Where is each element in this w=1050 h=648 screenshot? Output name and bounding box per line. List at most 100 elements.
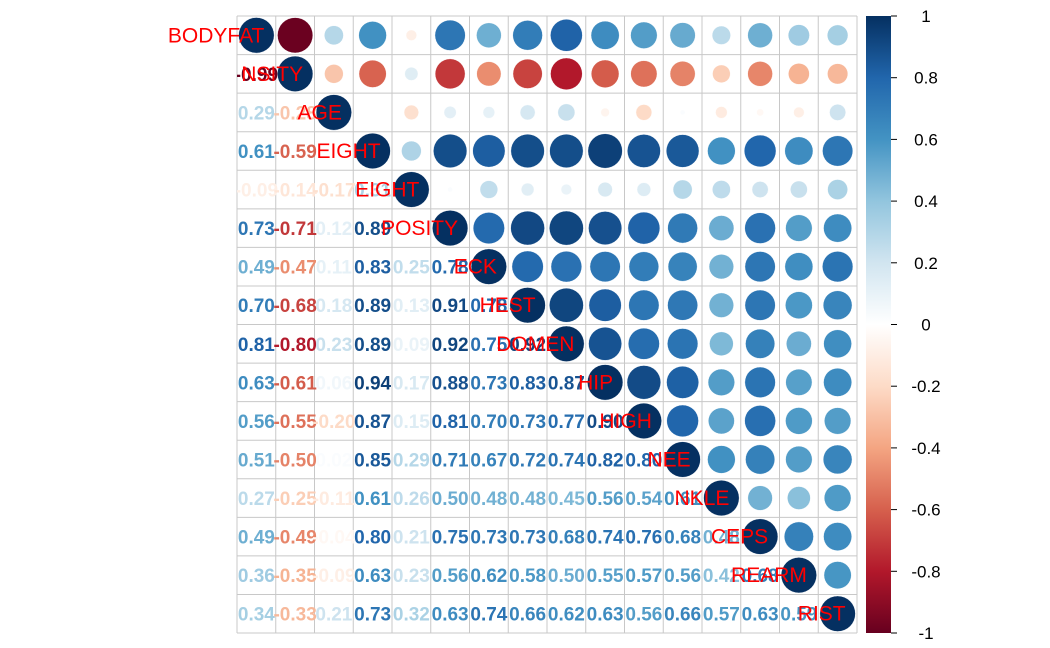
corr-circle xyxy=(588,211,623,245)
diag-label: HEST xyxy=(480,294,536,317)
corr-value-label: 0.25 xyxy=(393,258,430,279)
corr-value-label: 0.54 xyxy=(625,489,662,510)
diag-label: ECK xyxy=(454,256,497,279)
corr-circle xyxy=(785,214,813,242)
corr-value-label: 0.68 xyxy=(548,528,585,549)
corr-value-label: 0.18 xyxy=(315,296,352,317)
corr-value-label: -0.25 xyxy=(273,489,317,510)
corr-circle xyxy=(324,25,344,46)
corr-value-label: 0.70 xyxy=(470,412,507,433)
corr-circle xyxy=(549,133,584,168)
corr-value-label: 0.23 xyxy=(393,566,430,587)
corr-circle xyxy=(745,444,775,475)
colorbar-tick-label: -0.6 xyxy=(911,501,940,520)
diag-label: CEPS xyxy=(711,526,768,549)
corr-circle xyxy=(664,441,701,478)
corr-circle xyxy=(667,212,698,244)
corr-circle xyxy=(751,181,769,198)
corr-circle xyxy=(822,135,854,167)
corr-circle xyxy=(790,180,808,199)
corr-value-label: 0.66 xyxy=(664,605,701,626)
corr-value-label: 0.92 xyxy=(432,335,469,356)
corr-circle xyxy=(785,291,813,319)
corr-value-label: 0.75 xyxy=(470,335,507,356)
corr-circle xyxy=(628,251,659,282)
corr-circle xyxy=(587,364,624,401)
corr-value-label: 0.59 xyxy=(780,605,817,626)
corr-value-label: 0.17 xyxy=(393,373,430,394)
corr-circle xyxy=(669,22,696,49)
corr-value-label: 0.21 xyxy=(393,528,430,549)
corr-circle xyxy=(482,106,495,119)
corr-circle xyxy=(824,484,852,512)
color-legend: 1 0.8 0.6 0.4 0.2 0 -0.2 -0.4 -0.6 -0.8 -1 xyxy=(866,7,941,643)
corr-circle xyxy=(512,20,543,51)
corr-circle xyxy=(747,61,773,87)
corr-circle xyxy=(785,445,813,473)
corr-value-label: 0.06 xyxy=(315,373,352,394)
colorbar-gradient xyxy=(866,16,891,633)
corr-circle xyxy=(744,134,777,168)
corr-value-label: 0.29 xyxy=(238,103,275,124)
corr-value-label: 0.56 xyxy=(238,412,275,433)
corr-circle xyxy=(587,133,623,169)
corr-circle xyxy=(472,134,506,168)
corr-circle xyxy=(822,444,853,475)
corr-value-label: 0.58 xyxy=(509,566,546,587)
corr-circle xyxy=(822,290,853,320)
corr-circle xyxy=(669,61,696,87)
corr-circle xyxy=(793,106,805,118)
corr-circle xyxy=(628,289,660,321)
corr-value-label: 0.15 xyxy=(393,412,430,433)
corr-value-label: 0.94 xyxy=(354,373,391,394)
corr-value-label: 0.74 xyxy=(587,528,624,549)
corr-circle xyxy=(588,288,622,322)
diag-label: AGE xyxy=(298,101,342,124)
corr-circle xyxy=(667,289,698,321)
corr-value-label: 0.78 xyxy=(470,296,507,317)
corr-circle xyxy=(745,328,775,359)
corr-circle xyxy=(476,61,502,87)
corr-circle xyxy=(277,17,314,54)
corr-circle xyxy=(588,326,622,361)
corr-value-label: 0.89 xyxy=(354,335,391,356)
corr-value-label: -0.47 xyxy=(273,258,316,279)
corr-circle xyxy=(324,64,344,84)
corr-circle xyxy=(238,17,275,54)
corr-value-label: -0.33 xyxy=(273,605,316,626)
corr-circle xyxy=(550,57,583,90)
corr-circle xyxy=(785,368,813,396)
corr-value-label: 0.56 xyxy=(625,605,662,626)
corr-circle xyxy=(829,104,846,121)
corr-value-label: -0.59 xyxy=(273,142,316,163)
corr-circle xyxy=(597,181,613,198)
corr-circle xyxy=(823,329,852,358)
corr-circle xyxy=(470,248,507,285)
corr-circle xyxy=(600,107,610,117)
corr-circle xyxy=(521,182,535,197)
corr-circle xyxy=(708,215,735,241)
corr-value-label: 0.55 xyxy=(587,566,624,587)
corr-value-label: 0.13 xyxy=(393,296,430,317)
colorbar-tick-label: 0.6 xyxy=(914,130,938,149)
corr-value-label: -0.68 xyxy=(273,296,316,317)
corr-circle xyxy=(519,104,536,121)
corr-value-label: 0.74 xyxy=(470,605,507,626)
corr-circle xyxy=(786,331,812,357)
corr-value-label: 0.70 xyxy=(238,296,275,317)
corr-circle xyxy=(472,212,505,244)
corr-value-label: 0.72 xyxy=(509,450,546,471)
corr-value-label: 0.42 xyxy=(703,566,740,587)
corr-value-label: 0.48 xyxy=(509,489,546,510)
diag-label: NKLE xyxy=(675,487,730,510)
corr-circle xyxy=(358,59,387,88)
corr-circle xyxy=(549,287,584,323)
corr-value-label: 0.71 xyxy=(432,450,469,471)
corr-value-label: -0.28 xyxy=(273,103,316,124)
corr-value-label: 0.89 xyxy=(354,219,391,240)
corr-circle xyxy=(672,179,693,200)
corr-circle xyxy=(627,211,661,245)
corr-circle xyxy=(823,522,852,551)
corr-value-label: 0.50 xyxy=(432,489,469,510)
corr-value-label: -0.14 xyxy=(273,181,317,202)
